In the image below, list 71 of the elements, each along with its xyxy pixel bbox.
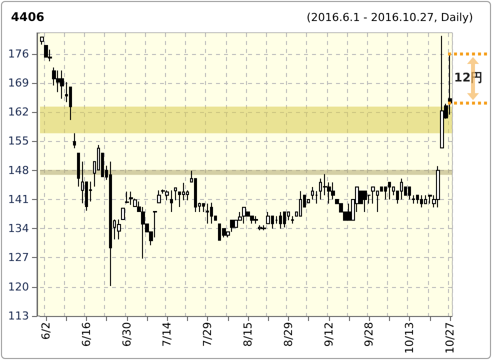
candlestick: [174, 187, 177, 201]
candlestick: [40, 36, 44, 46]
candlestick: [291, 216, 294, 224]
candlestick: [250, 216, 254, 224]
candlestick: [60, 70, 64, 100]
candlestick: [262, 224, 266, 231]
candlestick: [202, 203, 205, 212]
candlestick: [283, 211, 286, 228]
candlestick: [210, 202, 213, 224]
candlestick: [331, 182, 335, 200]
chart-title: 4406: [11, 10, 44, 24]
candlestick: [311, 186, 314, 200]
candlestick: [125, 191, 129, 204]
y-tick-label: 148: [8, 164, 29, 177]
x-tick-label: 10/27: [443, 322, 456, 354]
candlestick: [129, 191, 133, 206]
candlestick: [448, 53, 452, 116]
x-tick-label: 6/2: [40, 322, 53, 340]
y-tick-label: 155: [8, 134, 29, 148]
candlestick: [121, 208, 125, 220]
candlestick: [347, 203, 351, 221]
x-tick-label: 9/12: [322, 322, 336, 347]
candlestick: [117, 218, 121, 240]
candlestick: [315, 190, 318, 204]
candlestick: [109, 161, 112, 287]
candlestick: [299, 190, 302, 217]
x-tick-label: 8/15: [242, 322, 255, 347]
candlestick: [412, 194, 415, 204]
candlestick: [73, 132, 76, 149]
candlestick: [48, 49, 52, 62]
candlestick: [44, 44, 48, 58]
x-tick-label: 8/29: [282, 322, 295, 347]
x-tick-label: 6/30: [120, 322, 134, 347]
x-tick-label: 7/14: [160, 322, 174, 347]
candlestick: [242, 206, 246, 224]
candlestick: [436, 166, 440, 208]
x-tick-label: 9/28: [362, 322, 376, 347]
candlestick: [408, 186, 411, 200]
y-tick-label: 176: [8, 47, 29, 60]
y-tick-label: 134: [8, 222, 29, 236]
x-tick-label: 10/13: [403, 322, 416, 354]
candlestick: [275, 216, 278, 224]
candlestick: [258, 224, 262, 231]
candlestick: [206, 203, 209, 224]
candlestick: [307, 198, 310, 204]
candlestick: [254, 216, 258, 224]
candlestick: [440, 35, 444, 148]
candlestick: [165, 190, 169, 201]
y-tick-label: 169: [8, 76, 29, 90]
candlestick: [416, 194, 419, 204]
candlestick: [266, 211, 270, 224]
candlestick: [363, 190, 367, 212]
x-tick-label: 7/29: [201, 322, 214, 347]
text: 12円: [454, 70, 483, 84]
candlestick: [420, 194, 423, 208]
candlestick: [428, 194, 432, 204]
candlestick: [424, 194, 427, 204]
candlestick: [170, 190, 173, 212]
y-tick-label: 141: [8, 192, 29, 206]
x-tick-label: 6/16: [80, 322, 93, 347]
y-tick-label: 113: [8, 310, 29, 322]
y-tick-label: 162: [8, 106, 29, 119]
candlestick: [77, 152, 80, 188]
candlestick: [400, 178, 403, 200]
candlestick: [157, 190, 161, 204]
y-tick-label: 127: [8, 251, 29, 264]
candlestick: [279, 211, 282, 230]
chart-subtitle: (2016.6.1 - 2016.10.27, Daily): [306, 11, 474, 24]
y-tick-label: 120: [8, 280, 29, 294]
candlestick: [384, 186, 387, 200]
candlestick: [388, 182, 391, 200]
